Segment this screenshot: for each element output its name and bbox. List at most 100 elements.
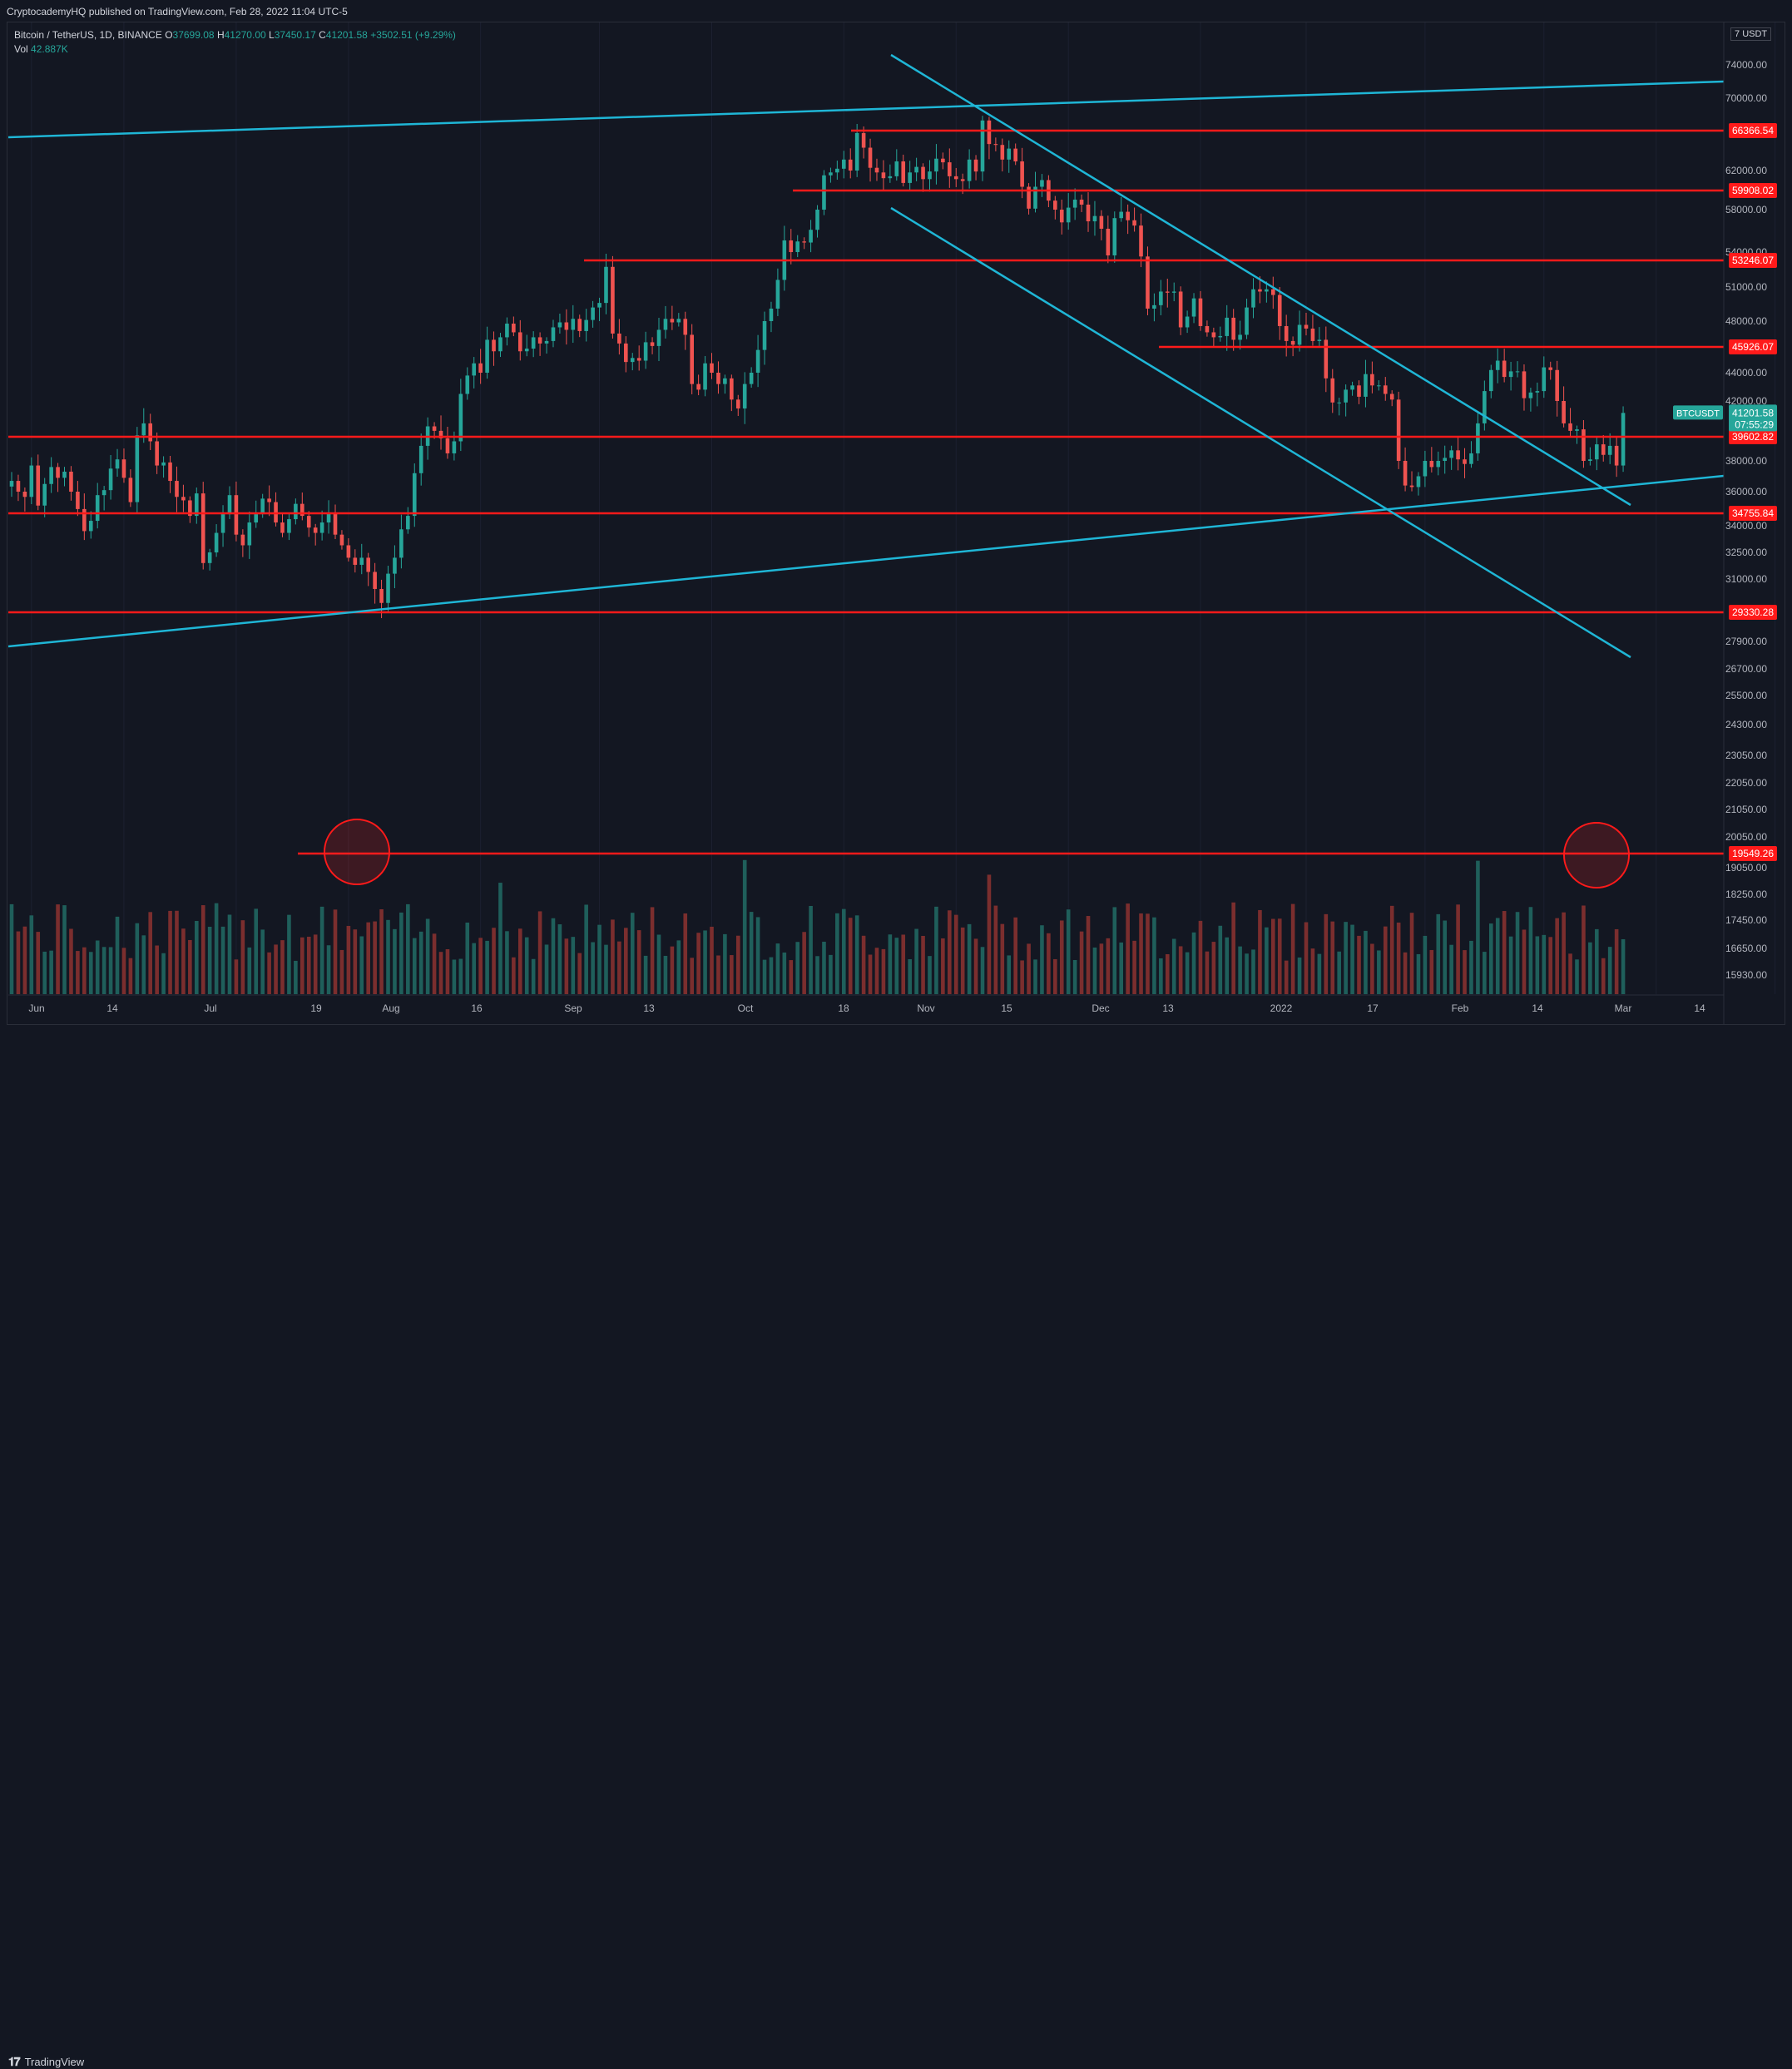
support-resistance-levels: [8, 129, 1724, 855]
volume-bar: [260, 929, 265, 994]
volume-bar: [16, 931, 21, 994]
candle-body: [1535, 391, 1540, 393]
price-tick-label: 70000.00: [1725, 92, 1767, 104]
volume-bar: [1099, 943, 1104, 994]
candle-body: [881, 172, 886, 179]
candle-body: [1324, 339, 1329, 379]
volume-bar: [1456, 904, 1460, 994]
volume-bar: [531, 958, 536, 994]
candle-body: [95, 495, 100, 522]
brand-name: TradingView: [24, 2056, 85, 2068]
candle-body: [1548, 367, 1553, 370]
candle-body: [557, 322, 562, 328]
currency-selector[interactable]: 7 USDT: [1730, 27, 1772, 41]
volume-bar: [934, 906, 938, 994]
volume-bar: [611, 919, 615, 994]
candle-body: [656, 329, 661, 346]
volume-bar: [1377, 950, 1381, 994]
candle-body: [393, 557, 397, 574]
candle-body: [498, 337, 502, 352]
price-chart[interactable]: 74000.0070000.0062000.0058000.0054000.00…: [0, 0, 1792, 1049]
candle-body: [267, 498, 271, 502]
candle-body: [1013, 148, 1017, 162]
candle-body: [260, 498, 265, 515]
volume-bar: [1066, 909, 1071, 994]
volume-bar: [1106, 938, 1111, 994]
price-tick-label: 26700.00: [1725, 663, 1767, 675]
volume-bar: [1614, 928, 1619, 994]
volume-bar: [267, 952, 271, 994]
candle-body: [868, 147, 873, 168]
volume-bar: [769, 957, 774, 994]
volume-bar: [115, 916, 120, 994]
volume-bar: [710, 926, 714, 994]
volume-bar: [148, 912, 153, 994]
volume-bar: [287, 914, 291, 994]
price-level-label: 53246.07: [1732, 255, 1774, 266]
volume-bar: [829, 954, 833, 994]
volume-bar: [1488, 923, 1493, 994]
candle-body: [207, 552, 212, 563]
price-tick-label: 16650.00: [1725, 943, 1767, 954]
volume-bar: [888, 934, 893, 994]
candle-body: [82, 508, 87, 532]
volume-bar: [1568, 953, 1572, 994]
candle-body: [630, 358, 635, 363]
ohlc-legend: Bitcoin / TetherUS, 1D, BINANCE O37699.0…: [14, 29, 456, 41]
price-tick-label: 19050.00: [1725, 862, 1767, 874]
candle-body: [333, 512, 338, 535]
candle-body: [809, 230, 813, 243]
candle-body: [339, 534, 344, 546]
candle-body: [512, 323, 516, 333]
volume-bar: [544, 944, 549, 994]
candle-body: [617, 333, 621, 344]
candle-body: [908, 172, 912, 183]
trend-line: [7, 80, 1725, 139]
candle-body: [1191, 298, 1196, 317]
price-level-label: 45926.07: [1732, 341, 1774, 353]
candle-body: [326, 512, 331, 523]
candle-body: [584, 319, 588, 331]
candle-body: [663, 319, 668, 330]
volume-bar: [359, 936, 364, 994]
volume-bar: [445, 948, 450, 994]
chart-frame[interactable]: [7, 22, 1785, 1025]
price-tick-label: 36000.00: [1725, 486, 1767, 497]
volume-bar: [393, 928, 397, 994]
candle-body: [980, 120, 985, 172]
price-tick-label: 44000.00: [1725, 367, 1767, 379]
tradingview-brand[interactable]: 𝟏𝟕 TradingView: [8, 2055, 84, 2069]
candle-body: [1614, 445, 1619, 466]
volume-bar: [1607, 947, 1612, 994]
candle-body: [148, 423, 153, 442]
candle-body: [1588, 459, 1592, 461]
volume-bar: [1469, 940, 1473, 994]
symbol-name[interactable]: Bitcoin / TetherUS, 1D, BINANCE: [14, 29, 162, 41]
candle-body: [683, 319, 688, 335]
price-level-label: 66366.54: [1732, 125, 1774, 136]
volume-bar: [822, 941, 826, 994]
candle-body: [1436, 461, 1441, 468]
candle-body: [1218, 335, 1223, 338]
candle-body: [676, 319, 681, 323]
candle-body: [366, 557, 370, 572]
volume-bar: [346, 925, 351, 994]
volume-bar: [56, 904, 60, 994]
volume-bar: [76, 951, 80, 994]
volume-bar: [62, 905, 67, 994]
candle-body: [934, 158, 938, 172]
volume-bar: [181, 928, 186, 994]
volume-bar: [802, 932, 806, 994]
candle-body: [418, 445, 423, 473]
volume-value: 42.887K: [31, 43, 68, 55]
volume-bar: [194, 920, 199, 994]
candle-body: [294, 503, 298, 520]
candle-body: [36, 465, 41, 506]
candle-body: [234, 495, 239, 535]
time-tick-label: 16: [471, 1002, 483, 1014]
price-level-tag: [1729, 605, 1777, 620]
candle-body: [1225, 317, 1230, 336]
volume-bar: [921, 935, 925, 994]
candle-body: [524, 349, 529, 352]
candle-body: [1033, 186, 1037, 209]
